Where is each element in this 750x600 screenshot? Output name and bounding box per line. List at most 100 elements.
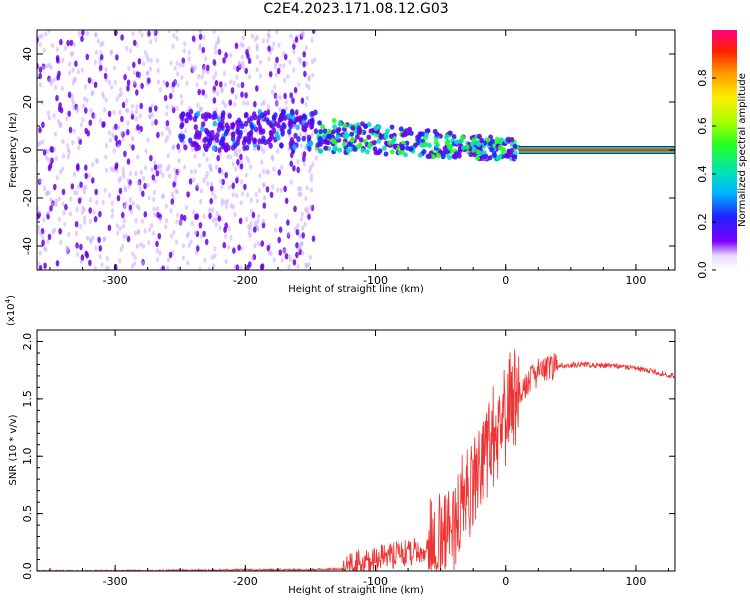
noise-mark xyxy=(111,132,115,138)
band-mark xyxy=(408,146,414,152)
noise-mark xyxy=(195,213,199,220)
noise-mark xyxy=(59,38,63,46)
noise-mark xyxy=(214,71,218,77)
noise-mark xyxy=(126,107,130,113)
noise-mark xyxy=(277,236,282,244)
noise-mark xyxy=(139,169,144,175)
noise-mark xyxy=(175,105,179,111)
noise-mark xyxy=(249,197,253,203)
noise-mark xyxy=(278,94,282,101)
noise-mark xyxy=(181,243,185,249)
noise-mark xyxy=(59,121,63,127)
noise-mark xyxy=(165,81,169,88)
noise-mark xyxy=(270,46,274,52)
noise-mark xyxy=(155,247,159,254)
noise-mark xyxy=(267,169,271,175)
noise-mark xyxy=(200,188,204,194)
noise-mark xyxy=(82,219,87,225)
noise-mark xyxy=(77,197,82,204)
noise-mark xyxy=(162,79,166,85)
noise-mark xyxy=(301,232,306,239)
band-mark xyxy=(436,152,441,159)
noise-mark xyxy=(289,33,293,39)
noise-mark xyxy=(98,245,103,252)
noise-mark xyxy=(55,260,60,267)
noise-mark xyxy=(104,265,108,270)
band-mark xyxy=(193,124,198,131)
noise-mark xyxy=(73,190,77,196)
y-tick-label: 0.0 xyxy=(21,562,34,580)
noise-mark xyxy=(203,257,207,263)
noise-mark xyxy=(161,194,165,200)
noise-mark xyxy=(260,240,265,247)
noise-mark xyxy=(52,113,56,119)
noise-mark xyxy=(242,100,246,106)
noise-mark xyxy=(172,181,176,188)
noise-mark xyxy=(112,65,116,71)
y-tick-label: 20 xyxy=(21,95,34,109)
noise-mark xyxy=(79,224,83,230)
band-mark xyxy=(337,147,343,153)
noise-mark xyxy=(81,117,85,123)
noise-mark xyxy=(76,163,80,170)
noise-mark xyxy=(248,225,252,231)
noise-mark xyxy=(278,226,283,233)
noise-mark xyxy=(293,86,298,94)
noise-mark xyxy=(101,199,105,205)
noise-mark xyxy=(310,132,314,138)
band-mark xyxy=(327,134,333,140)
noise-mark xyxy=(284,105,288,112)
noise-mark xyxy=(283,53,288,61)
band-mark xyxy=(332,146,338,152)
noise-mark xyxy=(142,61,146,67)
band-mark xyxy=(233,142,238,149)
band-mark xyxy=(476,141,482,147)
band-mark xyxy=(497,154,503,160)
noise-mark xyxy=(94,32,98,38)
noise-mark xyxy=(173,167,177,173)
band-mark xyxy=(240,123,245,130)
noise-mark xyxy=(212,89,216,95)
snr-y-ticks: 0.0 0.5 1.0 1.5 2.0 xyxy=(21,333,675,580)
band-mark xyxy=(485,137,491,143)
noise-mark xyxy=(56,57,60,64)
band-mark xyxy=(196,110,201,117)
noise-mark xyxy=(313,57,317,63)
noise-mark xyxy=(181,62,185,68)
noise-mark xyxy=(37,224,41,231)
snr-x-label: Height of straight line (km) xyxy=(288,585,424,596)
noise-mark xyxy=(197,73,201,80)
noise-mark xyxy=(292,43,296,50)
band-mark xyxy=(238,129,243,136)
noise-mark xyxy=(254,192,258,198)
noise-mark xyxy=(56,118,61,124)
noise-mark xyxy=(224,222,228,229)
noise-mark xyxy=(200,74,204,80)
noise-mark xyxy=(76,69,80,75)
band-mark xyxy=(357,142,363,148)
noise-mark xyxy=(154,105,158,112)
noise-mark xyxy=(301,225,305,231)
noise-mark xyxy=(202,152,206,158)
noise-mark xyxy=(306,210,310,216)
noise-mark xyxy=(202,35,206,41)
noise-mark xyxy=(96,38,100,44)
band-mark xyxy=(242,145,247,151)
noise-mark xyxy=(151,120,155,126)
noise-mark xyxy=(255,198,259,204)
x-tick-label: 100 xyxy=(625,575,646,588)
band-mark xyxy=(330,129,336,135)
colorbar-ticks: 0.0 0.2 0.4 0.6 0.8 xyxy=(696,69,716,279)
noise-mark xyxy=(48,62,52,68)
band-mark xyxy=(373,125,379,131)
band-mark xyxy=(296,136,301,143)
noise-mark xyxy=(149,39,153,45)
band-mark xyxy=(303,114,308,121)
noise-mark xyxy=(128,197,132,203)
noise-mark xyxy=(161,172,165,178)
band-mark xyxy=(366,122,372,128)
noise-mark xyxy=(61,138,65,145)
noise-mark xyxy=(257,187,261,194)
noise-mark xyxy=(72,41,76,48)
noise-mark xyxy=(62,210,66,216)
